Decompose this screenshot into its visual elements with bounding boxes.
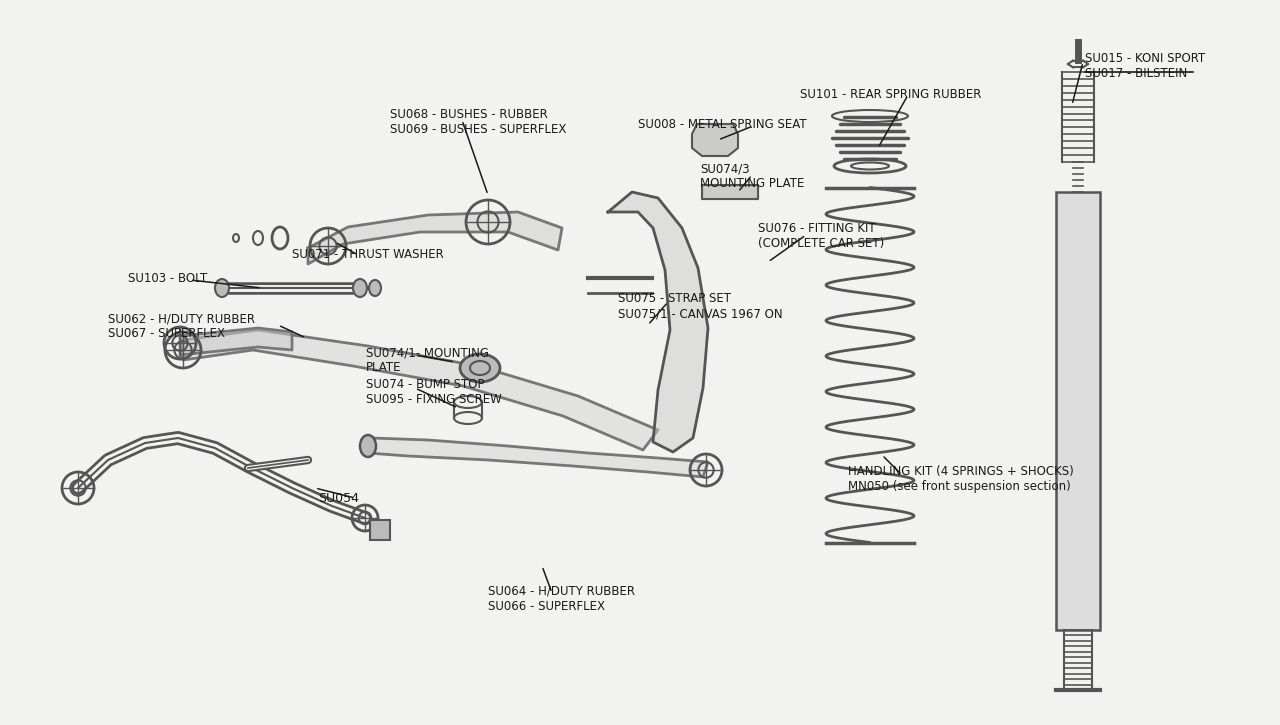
Text: SU054: SU054 [317, 492, 358, 505]
Text: SU074 - BUMP STOP
SU095 - FIXING SCREW: SU074 - BUMP STOP SU095 - FIXING SCREW [366, 378, 502, 406]
Text: SU071 - THRUST WASHER: SU071 - THRUST WASHER [292, 248, 444, 261]
FancyBboxPatch shape [370, 520, 390, 540]
Text: SU064 - H/DUTY RUBBER
SU066 - SUPERFLEX: SU064 - H/DUTY RUBBER SU066 - SUPERFLEX [488, 585, 635, 613]
Text: SU068 - BUSHES - RUBBER
SU069 - BUSHES - SUPERFLEX: SU068 - BUSHES - RUBBER SU069 - BUSHES -… [390, 108, 566, 136]
Polygon shape [308, 212, 562, 264]
Text: SU075 - STRAP SET
SU075/1 - CANVAS 1967 ON: SU075 - STRAP SET SU075/1 - CANVAS 1967 … [618, 292, 782, 320]
Text: SU101 - REAR SPRING RUBBER: SU101 - REAR SPRING RUBBER [800, 88, 982, 101]
Text: SU074/1- MOUNTING
PLATE: SU074/1- MOUNTING PLATE [366, 346, 489, 374]
Ellipse shape [369, 280, 381, 296]
Text: SU008 - METAL SPRING SEAT: SU008 - METAL SPRING SEAT [637, 118, 806, 131]
Polygon shape [369, 438, 708, 477]
Polygon shape [692, 124, 739, 156]
Text: SU074/3
MOUNTING PLATE: SU074/3 MOUNTING PLATE [700, 162, 804, 190]
Text: SU062 - H/DUTY RUBBER
SU067 - SUPERFLEX: SU062 - H/DUTY RUBBER SU067 - SUPERFLEX [108, 312, 255, 340]
Text: HANDLING KIT (4 SPRINGS + SHOCKS)
MN050 (see front suspension section): HANDLING KIT (4 SPRINGS + SHOCKS) MN050 … [849, 465, 1074, 493]
Polygon shape [701, 185, 758, 199]
Text: SU076 - FITTING KIT
(COMPLETE CAR SET): SU076 - FITTING KIT (COMPLETE CAR SET) [758, 222, 884, 250]
Ellipse shape [460, 354, 500, 382]
Text: SU015 - KONI SPORT
SU017 - BILSTEIN: SU015 - KONI SPORT SU017 - BILSTEIN [1085, 52, 1206, 80]
Polygon shape [608, 192, 708, 452]
Ellipse shape [353, 279, 367, 297]
Polygon shape [183, 330, 658, 450]
Polygon shape [180, 328, 292, 355]
Text: SU103 - BOLT: SU103 - BOLT [128, 272, 207, 285]
Ellipse shape [360, 435, 376, 457]
Ellipse shape [215, 279, 229, 297]
Polygon shape [1056, 192, 1100, 630]
